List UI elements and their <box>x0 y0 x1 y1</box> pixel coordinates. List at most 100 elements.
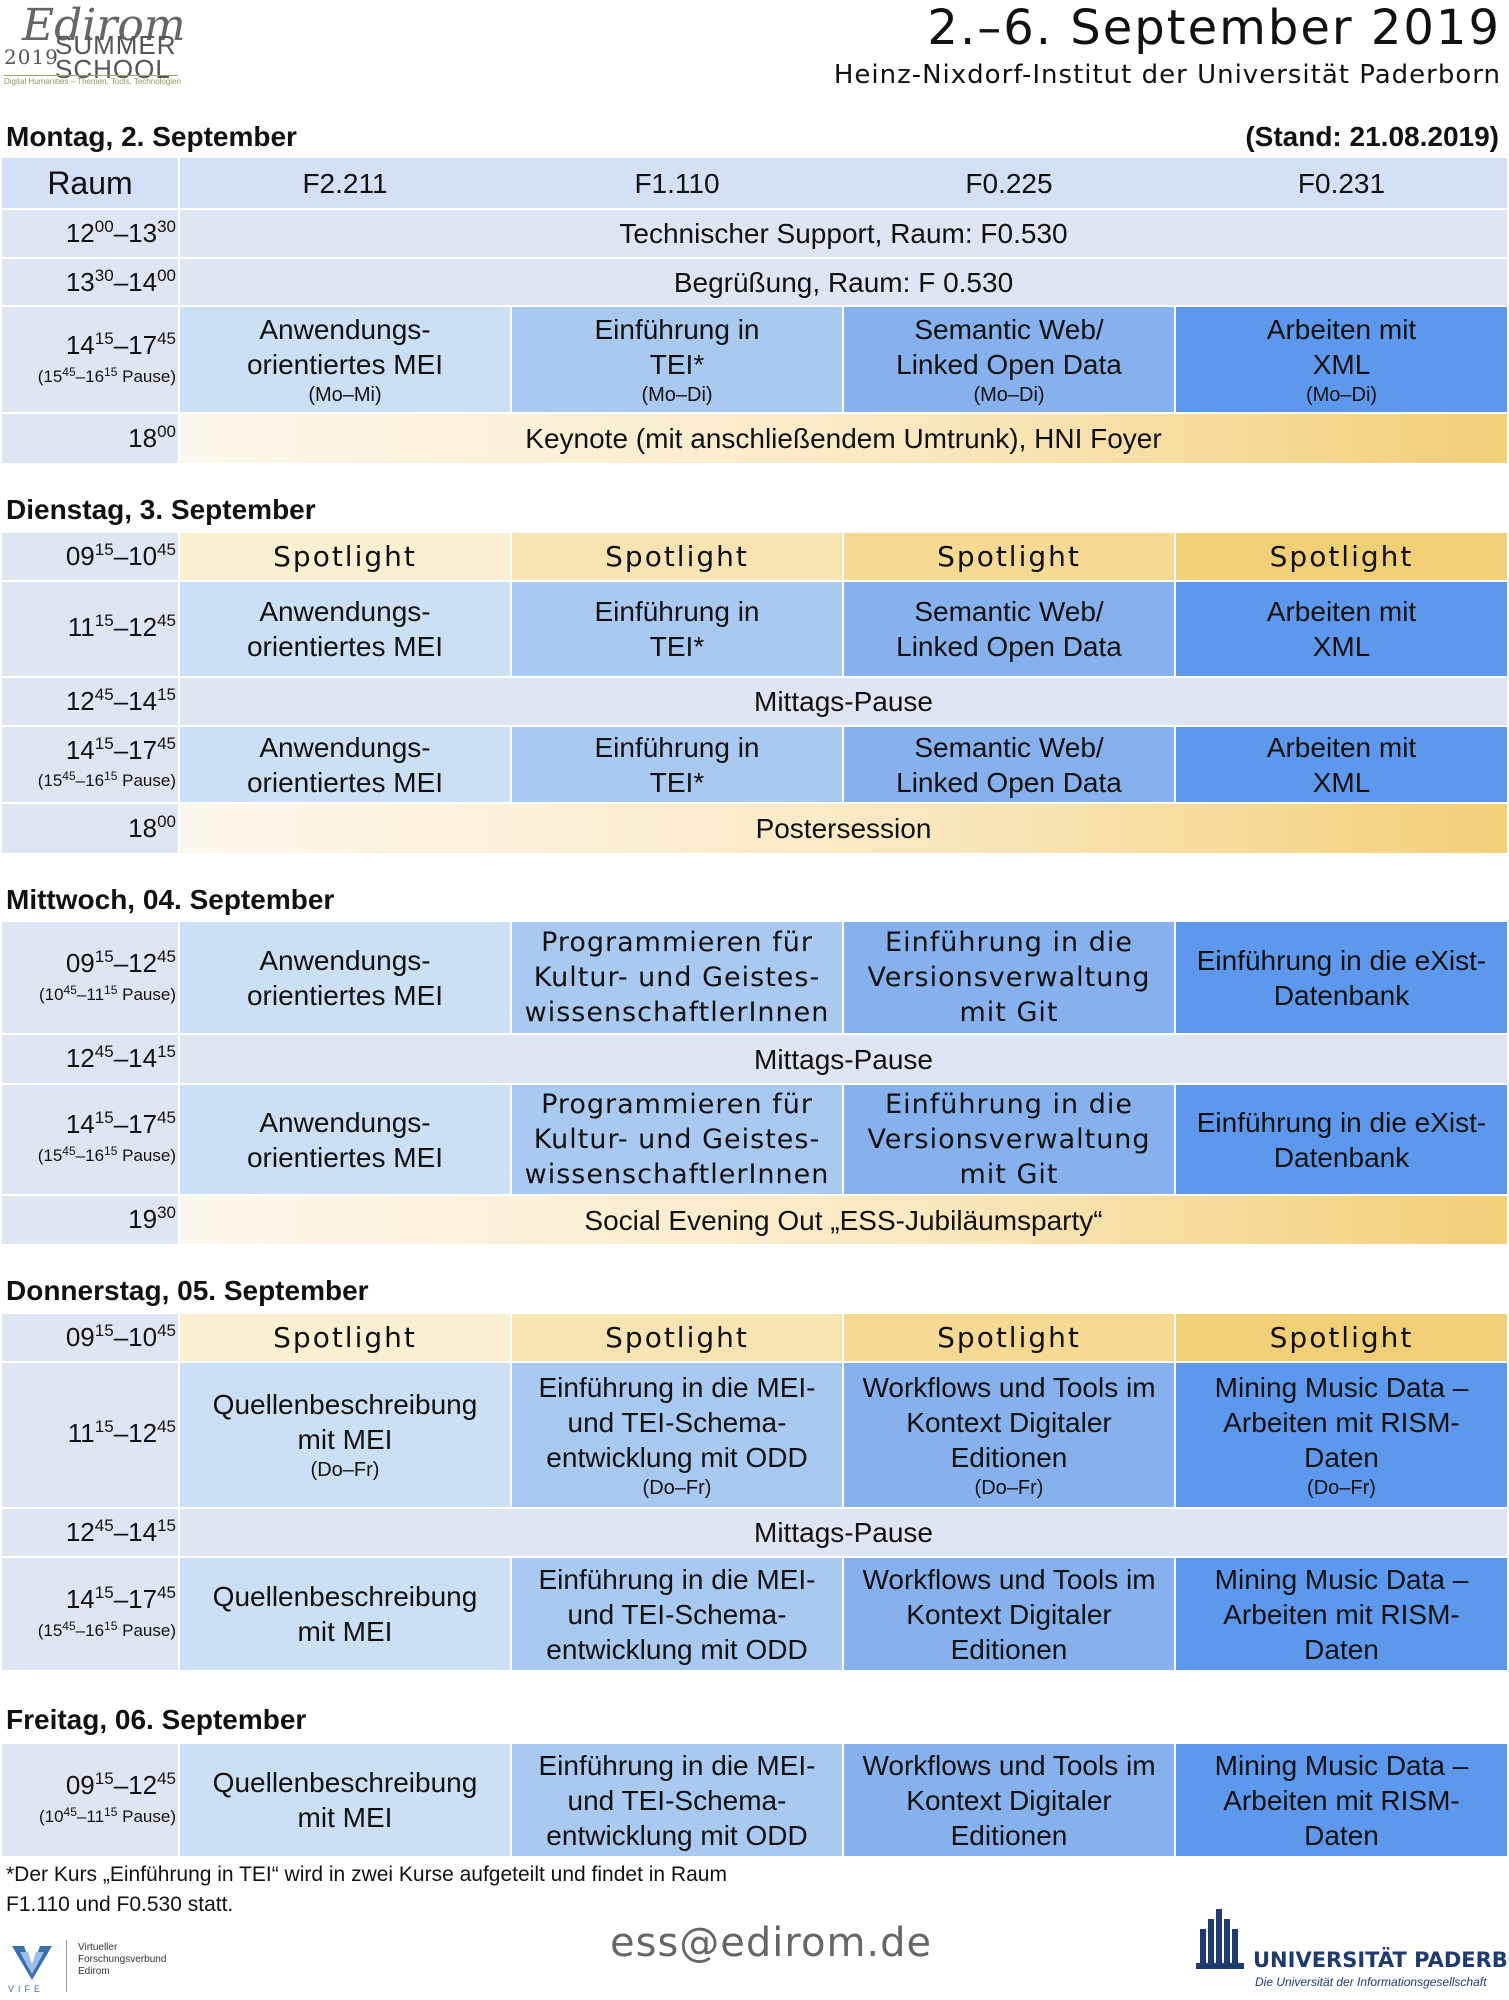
time-label: 1200–1330 <box>65 217 176 248</box>
time-label: 1245–1415 <box>65 1042 176 1073</box>
course-mei: Anwendungs-orientiertes MEI <box>180 582 510 676</box>
tue-row-spotlight: 0915–1045 Spotlight Spotlight Spotlight … <box>2 533 1507 580</box>
pause-label: (1045–1115 Pause) <box>38 983 176 1004</box>
course-exist: Einführung in die eXist- Datenbank <box>1176 1085 1507 1194</box>
time-label: 0915–1045 <box>65 540 176 571</box>
fri-row-morning: 0915–1245 (1045–1115 Pause) Quellenbesch… <box>2 1744 1507 1856</box>
course-programming: Programmieren für Kultur- und Geistes-wis… <box>512 922 842 1033</box>
tue-row-afternoon: 1415–1745 (1545–1615 Pause) Anwendungs-o… <box>2 727 1507 802</box>
room-header-row: Raum F2.211 F1.110 F0.225 F0.231 <box>2 158 1507 208</box>
mon-row-support: 1200–1330 Technischer Support, Raum: F0.… <box>2 210 1507 257</box>
time-cell: 1800 <box>2 414 178 463</box>
course-mining-music: Mining Music Data – Arbeiten mit RISM- Dat… <box>1176 1744 1507 1856</box>
event-postersession: Postersession <box>180 804 1507 853</box>
course-quellenbeschreibung: Quellenbeschreibung mit MEI (Do–Fr) <box>180 1363 510 1507</box>
tue-row-poster: 1800 Postersession <box>2 804 1507 853</box>
course-mei: Anwendungs-orientiertes MEI <box>180 1085 510 1194</box>
thu-row-afternoon: 1415–1745 (1545–1615 Pause) Quellenbesch… <box>2 1558 1507 1670</box>
course-tei: Einführung in TEI* <box>512 582 842 676</box>
logo-tagline: Digital Humanities – Themen, Tools, Tech… <box>4 77 181 86</box>
logo-year: 2019 <box>4 45 59 69</box>
contact-email[interactable]: ess@edirom.de <box>610 1920 933 1966</box>
course-quellenbeschreibung: Quellenbeschreibung mit MEI <box>180 1558 510 1670</box>
tue-row-morning: 1115–1245 Anwendungs-orientiertes MEI Ei… <box>2 582 1507 676</box>
footnote-line-2: F1.110 und F0.530 statt. <box>6 1893 234 1916</box>
event-lunch-break: Mittags-Pause <box>180 1509 1507 1556</box>
course-quellenbeschreibung: Quellenbeschreibung mit MEI <box>180 1744 510 1856</box>
course-programming: Programmieren für Kultur- und Geistes-wis… <box>512 1085 842 1194</box>
thu-row-spotlight: 0915–1045 Spotlight Spotlight Spotlight … <box>2 1314 1507 1361</box>
time-cell: 1415–1745 (1545–1615 Pause) <box>2 727 178 802</box>
time-label: 1415–1745 <box>65 1583 176 1614</box>
course-tei: Einführung in TEI* (Mo–Di) <box>512 307 842 412</box>
time-cell: 0915–1245 (1045–1115 Pause) <box>2 922 178 1033</box>
time-label: 1415–1745 <box>65 1108 176 1139</box>
course-semantic-web: Semantic Web/Linked Open Data <box>844 727 1174 802</box>
event-social-evening: Social Evening Out „ESS-Jubiläumsparty“ <box>180 1196 1507 1244</box>
course-mei: Anwendungs-orientiertes MEI <box>180 727 510 802</box>
wed-row-morning: 0915–1245 (1045–1115 Pause) Anwendungs-o… <box>2 922 1507 1033</box>
room-f0231: F0.231 <box>1297 167 1386 199</box>
room-f2211: F2.211 <box>302 167 388 199</box>
course-workflows: Workflows und Tools im Kontext Digitaler E… <box>844 1744 1174 1856</box>
course-mei: Anwendungs-orientiertes MEI <box>180 922 510 1033</box>
logo-summer: SUMMER <box>55 30 177 60</box>
spotlight-3: Spotlight <box>844 1314 1174 1361</box>
status-date: (Stand: 21.08.2019) <box>1245 121 1499 152</box>
day-heading-thursday: Donnerstag, 05. September <box>6 1275 369 1306</box>
course-mining-music: Mining Music Data – Arbeiten mit RISM- Dat… <box>1176 1558 1507 1670</box>
wed-row-lunch: 1245–1415 Mittags-Pause <box>2 1035 1507 1083</box>
pause-label: (1545–1615 Pause) <box>37 365 176 386</box>
course-odd: Einführung in die MEI-und TEI-Schema-ent… <box>512 1363 842 1507</box>
day-heading-tuesday: Dienstag, 3. September <box>6 494 316 525</box>
time-cell: 1115–1245 <box>2 582 178 676</box>
spotlight-1: Spotlight <box>180 533 510 580</box>
pause-label: (1045–1115 Pause) <box>38 1805 176 1826</box>
time-cell: 0915–1045 <box>2 533 178 580</box>
event-support: Technischer Support, Raum: F0.530 <box>180 210 1507 257</box>
event-lunch-break: Mittags-Pause <box>180 1035 1507 1083</box>
spotlight-4: Spotlight <box>1176 1314 1507 1361</box>
vife-logo-mark: VIFE <box>8 1984 45 1994</box>
logo-divider <box>4 75 178 76</box>
room-header-bg <box>180 158 1507 208</box>
course-odd: Einführung in die MEI-und TEI-Schema-ent… <box>512 1558 842 1670</box>
day-heading-friday: Freitag, 06. September <box>6 1704 307 1735</box>
spotlight-2: Spotlight <box>512 533 842 580</box>
spotlight-1: Spotlight <box>180 1314 510 1361</box>
wed-row-social: 1930 Social Evening Out „ESS-Jubiläumspa… <box>2 1196 1507 1244</box>
time-label: 1415–1745 <box>65 329 176 360</box>
time-label: 0915–1045 <box>65 1321 176 1352</box>
time-label: 1245–1415 <box>65 1516 176 1547</box>
footnote: *Der Kurs „Einführung in TEI“ wird in zw… <box>6 1860 727 1920</box>
time-label: 1800 <box>128 812 176 843</box>
course-odd: Einführung in die MEI-und TEI-Schema-ent… <box>512 1744 842 1856</box>
day-heading-monday: Montag, 2. September <box>6 121 297 152</box>
university-tagline: Die Universität der Informationsgesellsc… <box>1255 1975 1487 1989</box>
pause-label: (1545–1615 Pause) <box>37 1619 176 1640</box>
time-cell: 0915–1045 <box>2 1314 178 1361</box>
vife-text: Virtueller Forschungsverbund Edirom <box>78 1942 167 1977</box>
thu-row-lunch: 1245–1415 Mittags-Pause <box>2 1509 1507 1556</box>
course-workflows: Workflows und Tools im Kontext Digitaler E… <box>844 1558 1174 1670</box>
mon-row-welcome: 1330–1400 Begrüßung, Raum: F 0.530 <box>2 259 1507 305</box>
time-label: 1415–1745 <box>65 734 176 765</box>
event-lunch-break: Mittags-Pause <box>180 678 1507 725</box>
pause-label: (1545–1615 Pause) <box>37 769 176 790</box>
mon-row-keynote: 1800 Keynote (mit anschließendem Umtrunk… <box>2 414 1507 463</box>
footnote-line-1: *Der Kurs „Einführung in TEI“ wird in zw… <box>6 1863 727 1886</box>
course-xml: Arbeiten mit XML (Mo–Di) <box>1176 307 1507 412</box>
time-cell: 0915–1245 (1045–1115 Pause) <box>2 1744 178 1856</box>
course-git: Einführung in die Versionsverwaltung mit G… <box>844 922 1174 1033</box>
course-tei: Einführung in TEI* <box>512 727 842 802</box>
university-name: UNIVERSITÄT PADERBORN <box>1253 1948 1509 1972</box>
time-label: 1245–1415 <box>65 685 176 716</box>
course-semantic-web: Semantic Web/Linked Open Data <box>844 582 1174 676</box>
time-cell: 1115–1245 <box>2 1363 178 1507</box>
time-label: 1330–1400 <box>65 266 176 297</box>
time-cell: 1415–1745 (1545–1615 Pause) <box>2 1558 178 1670</box>
page-subtitle: Heinz-Nixdorf-Institut der Universität P… <box>833 60 1501 90</box>
room-f0225: F0.225 <box>965 167 1053 199</box>
time-cell: 1245–1415 <box>2 1509 178 1556</box>
time-cell: 1930 <box>2 1196 178 1244</box>
